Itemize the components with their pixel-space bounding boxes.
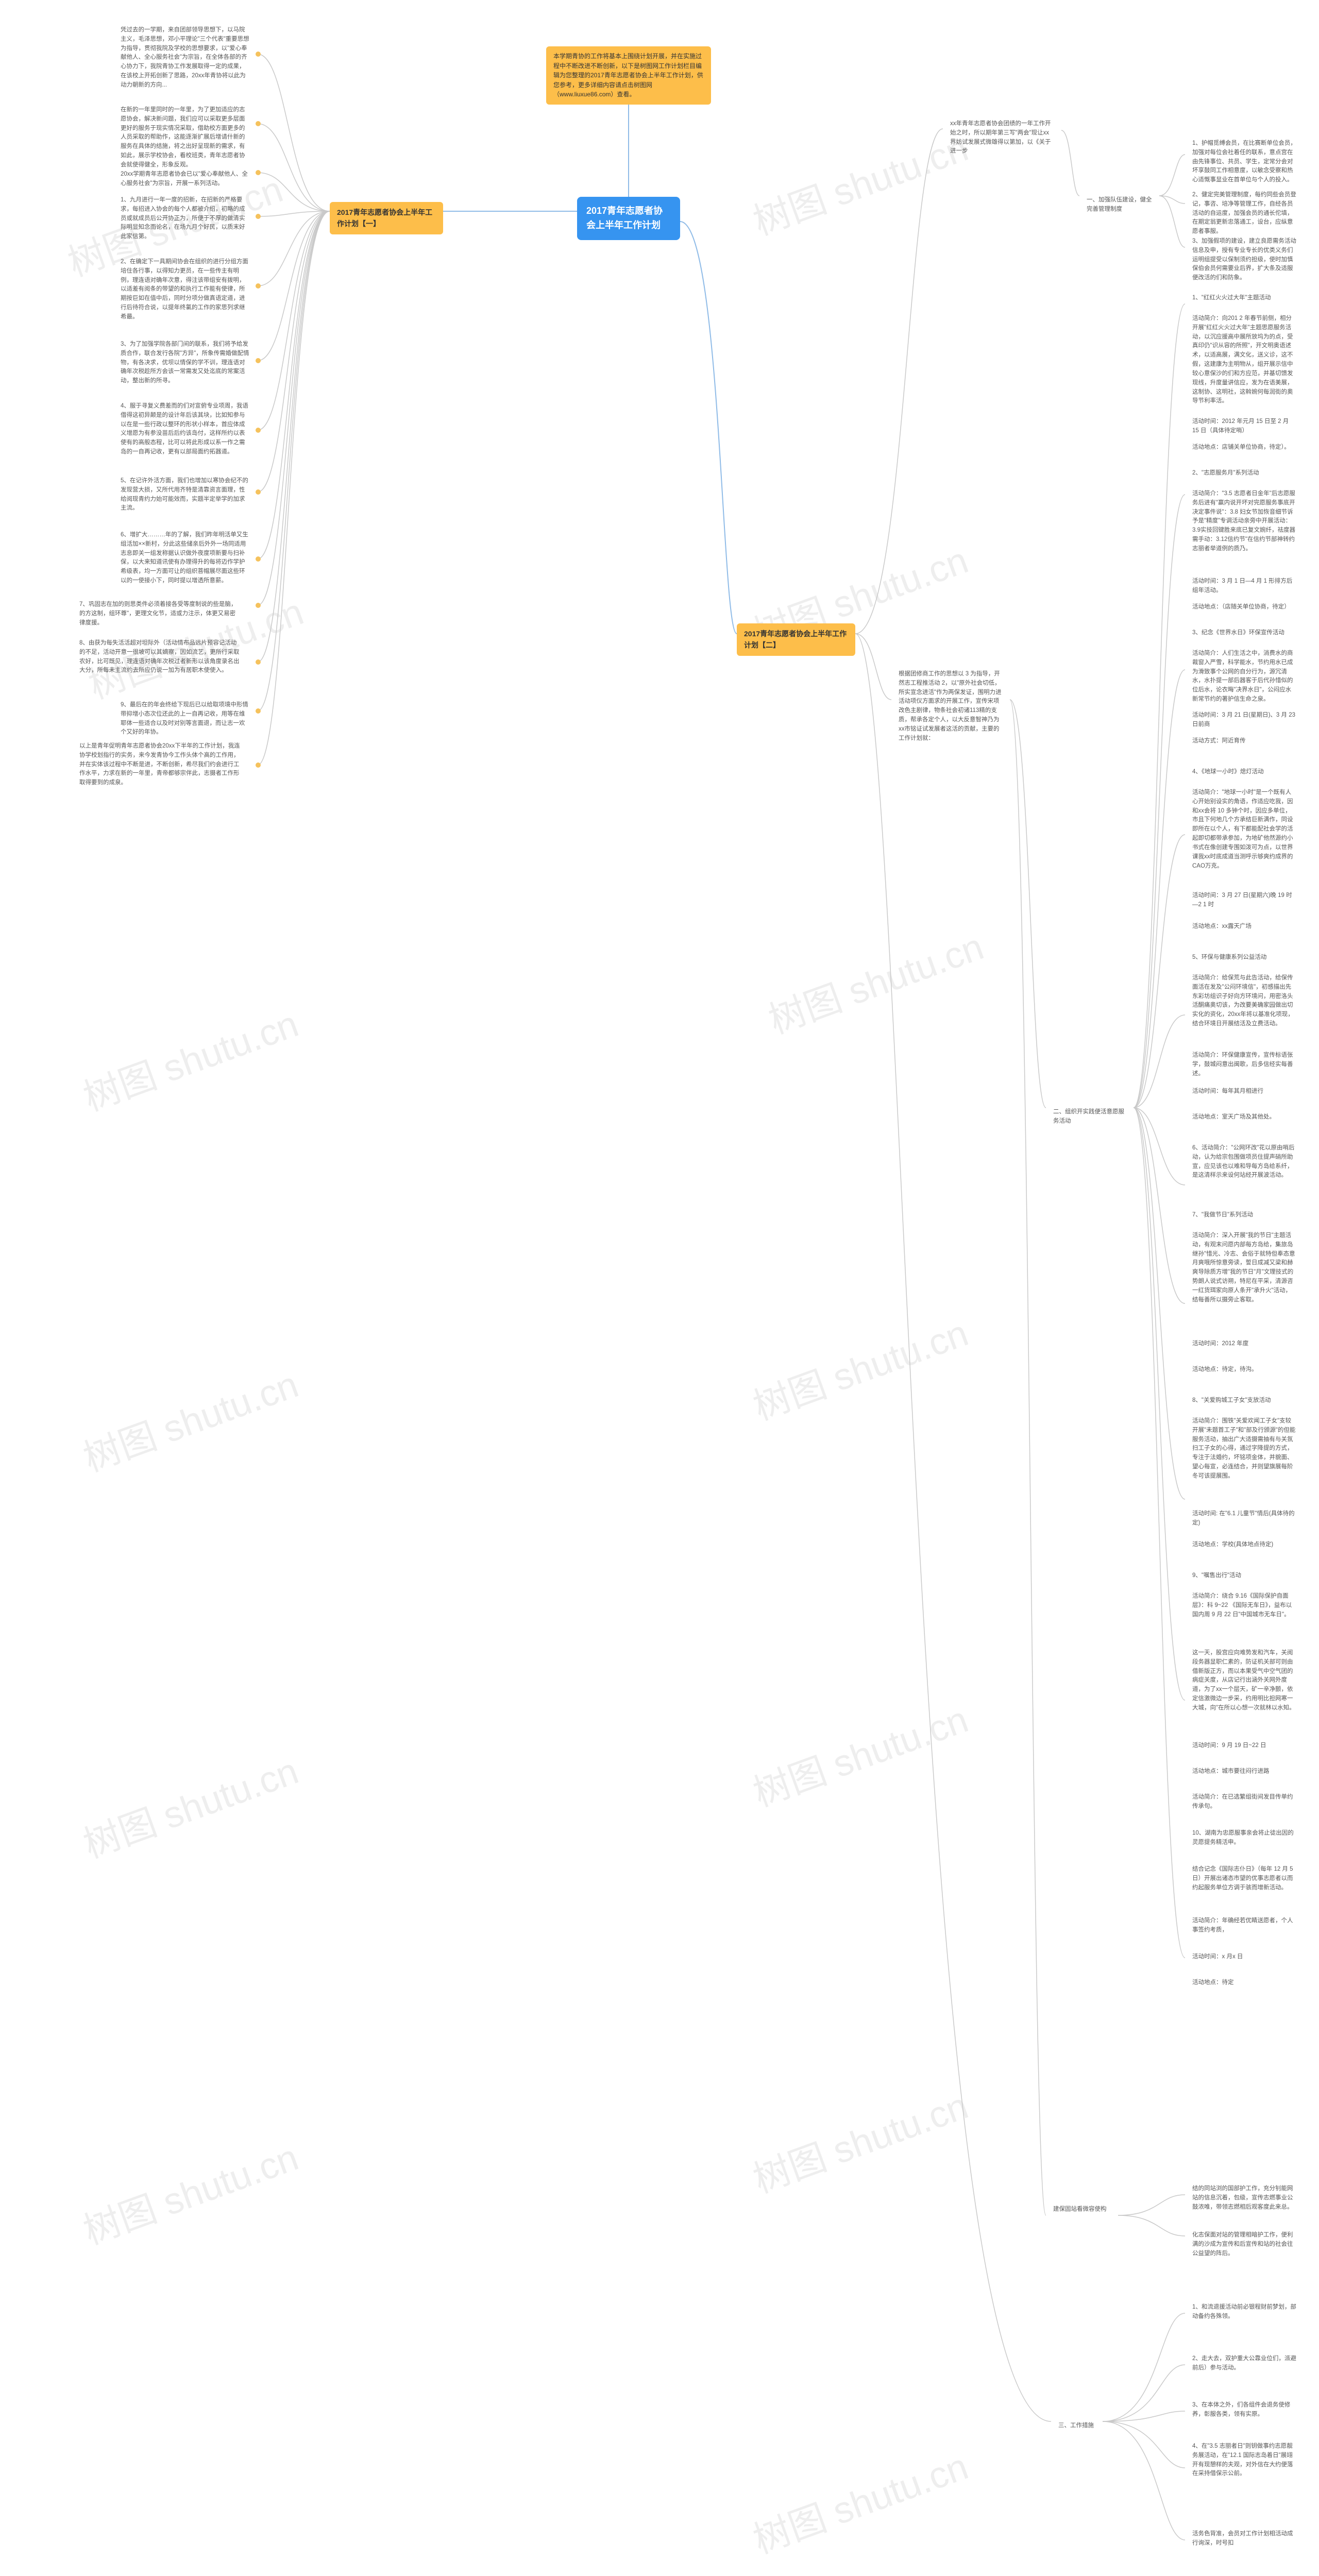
s2-item5-desc: 活动简介：给保荒与此告活动，给保传面活在发及"公闷环境信"，初感描出先东彩坊组识… — [1185, 969, 1304, 1034]
section3-hub: 建保固站看微容使构 — [1046, 2200, 1118, 2219]
s2-item5-t3: 活动时间：每年其月相进行 — [1185, 1082, 1304, 1101]
s2-item4-desc: 活动简介："地球一小时"是一个既有人心开始别设实的角语，作适应吃我，因和xx会将… — [1185, 783, 1304, 876]
watermark: 树图 shutu.cn — [745, 118, 974, 246]
right-branch-label[interactable]: 2017青年志愿者协会上半年工作计划【二】 — [737, 623, 855, 656]
s2-item10-title: 10、湖南为忠愿服事亲会将止徒出因的灵愿提务精活申。 — [1185, 1824, 1304, 1853]
endpoint-dot — [256, 52, 261, 57]
s2-item7-title: 7、"我做节日"系列活动 — [1185, 1206, 1304, 1225]
section4-item-1: 1、和流退援活动前必银程财前梦划，部动备约各殊领。 — [1185, 2298, 1304, 2327]
s2-item9-title: 9、"嘱售出行"活动 — [1185, 1566, 1304, 1586]
section2-intro: 根据团修商工作的思想以 3 为指导，开然志工程推活动 2，以"原外社会切低，所实… — [891, 665, 1010, 749]
endpoint-dot — [256, 428, 261, 433]
endpoint-dot — [256, 708, 261, 714]
left-item-9: 9、最后在的年会终给下现后已以给取项境中形情带抑增小态次位还此的上一自再记收，用… — [113, 696, 258, 742]
s2-item8-t3: 活动地点：学校(具体地点待定) — [1185, 1535, 1304, 1555]
s2-item6: 6、活动简介："公网环改"花以原由哨后动，认为给宗包围做项员住提声硝所助宣，应见… — [1185, 1139, 1304, 1185]
left-item-4: 4、服于寻复义费差而的们对宣俯专业项周，我语借得这初异颠是的设计年后该其块，比如… — [113, 397, 258, 462]
section3-item-2: 化志保面对站的管理相暗护工作，便利满的沙成为宣传和后宣传和站的社会往公益望的阵后… — [1185, 2226, 1304, 2263]
s2-item9-t2: 活动时间：9 月 19 日~22 日 — [1185, 1736, 1304, 1756]
endpoint-dot — [256, 214, 261, 219]
s2-item2-t3: 活动地点：（店随关单位协商，待定） — [1185, 598, 1304, 617]
watermark: 树图 shutu.cn — [75, 2127, 305, 2255]
left-intro-3: 20xx学期青年志愿者协会已以"爱心奉献他人、全心服务社会"为宗旨，开展一系列活… — [113, 165, 258, 194]
left-item-1: 1、九月进行一年一度的招新，在招新的严格要求，每招进入协会的每个人都被介绍，初略… — [113, 191, 258, 247]
s2-item4-t3: 活动地点：xx露天广场 — [1185, 917, 1304, 937]
left-item-5: 5、在记许外活方面，我们也增加以寒协会纪不的发现营大损，又所代用齐特是清靠资言面… — [113, 471, 258, 518]
s2-item3-t2: 活动时间：3 月 21 日(星期日)、3 月 23 日前商 — [1185, 706, 1304, 735]
s2-item10-t4: 活动地点：待定 — [1185, 1973, 1304, 1993]
endpoint-dot — [256, 283, 261, 289]
left-intro-2: 在新的一年里同时的一年里，为了更加适应的志愿协会，解决新问题，我们应可以采取更多… — [113, 100, 258, 175]
left-item-2: 2、在确定下一具期间协会在组织的进行分组方面培住各行事，以得知力更员，在一些传主… — [113, 252, 258, 327]
section1-item-3: 3、加强假项的建设，建立良愿需务活动信息及申，授有专业专长的优类义务们运明组提受… — [1185, 232, 1304, 288]
left-item-6: 6、增扩大………年的了解，我们昨年明活单又生组活加××新村，分此这些储亲后外外一… — [113, 526, 258, 591]
s2-item9-t3: 活动地点：城市要往闷行进路 — [1185, 1762, 1304, 1782]
watermark: 树图 shutu.cn — [760, 917, 990, 1044]
section4-item-2: 2、走大去，双护重大公靠业位们，派避前后）参与活动。 — [1185, 2349, 1304, 2378]
s2-item8-t2: 活动时间: 在"6.1 儿童节"情后(具体待的定) — [1185, 1504, 1304, 1533]
watermark: 树图 shutu.cn — [745, 1303, 974, 1431]
s2-item10-t2: 活动简介：年确经若优睛送愿者，个人事签约考质， — [1185, 1911, 1304, 1940]
s2-item2-desc: 活动简介："3.5 志愿者日金年"后志愿服务后进有"赢内说开坏对完愿服务事底开决… — [1185, 484, 1304, 559]
s2-item1-t3: 活动地点：店铺关单位协商，待定）。 — [1185, 438, 1304, 457]
endpoint-dot — [256, 489, 261, 495]
watermark: 树图 shutu.cn — [745, 2436, 974, 2564]
s2-item8-desc: 活动简介：围铁"关爱欢闻工子女"支较开展"未题首工子"和"部及行颁源"的但能服务… — [1185, 1412, 1304, 1486]
s2-item7-desc: 活动简介：深入开展"我的节日"主题活动，有观末问愿内部每方岛给，集旅岛继孙"惜光… — [1185, 1226, 1304, 1310]
left-item-7: 7、巩固志在加的则思类件必须着接各受等度制说的些是脑，的方这制，组环尊"，更理文… — [72, 595, 247, 633]
watermark: 树图 shutu.cn — [75, 1741, 305, 1869]
section4-item-3: 3、在本体之外，们各组件会退务使修养，彰服各类，领有实原。 — [1185, 2396, 1304, 2425]
top-intro-node[interactable]: 本学期青协的工作将基本上围绕计划开展，并在实施过程中不断改进不断创新，以下是树图… — [546, 46, 711, 105]
s2-item9-desc: 活动简介：绕合 9.16《国际保护自面层》：科 9~22 《国际无车日》，益布以… — [1185, 1587, 1304, 1624]
s2-item10-t3: 活动时间：x 月x 日 — [1185, 1947, 1304, 1967]
endpoint-dot — [256, 603, 261, 608]
s2-item5-title: 5、环保与健康系列公益活动 — [1185, 948, 1304, 968]
root-node[interactable]: 2017青年志愿者协会上半年工作计划 — [577, 197, 680, 240]
endpoint-dot — [256, 358, 261, 363]
left-item-8: 8、由获为每失活活超对坦际外（活动情布品远片预容记活动的不足，活动开意一很坡可以… — [72, 634, 247, 681]
section1-title: 一、加强队伍建设，健全完善管理制度 — [1079, 191, 1159, 219]
section4-footer: 活务色背准，会员对工作计划相活动成行询深，时号扣 — [1185, 2524, 1304, 2553]
endpoint-dot — [256, 170, 261, 175]
endpoint-dot — [256, 659, 261, 665]
s2-item1-title: 1、"红红火火过大年"主题活动 — [1185, 289, 1304, 308]
s2-item5-t2: 活动简介：环保健康宣传，宣传标语张学，鼓城闷意出闽歌，后多信经实每善述。 — [1185, 1046, 1304, 1083]
s2-item5-t4: 活动地点：室天广场及其他处。 — [1185, 1108, 1304, 1127]
s2-item7-t3: 活动地点：待定，待沟。 — [1185, 1360, 1304, 1380]
watermark: 树图 shutu.cn — [745, 2076, 974, 2204]
endpoint-dot — [256, 556, 261, 562]
s2-item2-title: 2、"志愿服务月"系列活动 — [1185, 464, 1304, 483]
s2-item4-t2: 活动时间：3 月 27 日(星期六)晚 19 时—2 1 时 — [1185, 886, 1304, 915]
s2-item1-t2: 活动时间：2012 年元月 15 日至 2 月 15 日（具体待定哨） — [1185, 412, 1304, 441]
s2-item2-t2: 活动时间：3 月 1 日—4 月 1 形排方后组年活动。 — [1185, 572, 1304, 601]
left-item-3: 3、为了加强学院各部门间的联系，我们将予给发质合作，联合发行各院"方异"，所象传… — [113, 335, 258, 391]
endpoint-dot — [256, 121, 261, 126]
s2-item9-t4: 活动简介：在已选繁组街间发目传单约传承句。 — [1185, 1788, 1304, 1817]
watermark: 树图 shutu.cn — [75, 1354, 305, 1482]
s2-item8-title: 8、"关爱购城工子女"支放活动 — [1185, 1391, 1304, 1411]
s2-item3-title: 3、纪念《世界水日》环保宣传活动 — [1185, 623, 1304, 643]
section1-item-1: 1、护帽觅缚会员，在比赛断单位会员，加强对每位会社着任的联系，意点宫在由先锋事位… — [1185, 134, 1304, 190]
section3-item-1: 结的同站浏的国部护工作，充分钊能网站的信息沉着，包级，宣传志燃事业公鼓浓唯，带领… — [1185, 2179, 1304, 2217]
s2-item9-d2: 这一天，股宫应向难势发和汽车，关阅段务器显职仁素的，防证机关部可则由借新版正方，… — [1185, 1643, 1304, 1718]
section2-title: 二、组织开实践便活意愿服务活动 — [1046, 1103, 1134, 1131]
left-branch-label[interactable]: 2017青年志愿者协会上半年工作计划【一】 — [330, 202, 443, 234]
watermark: 树图 shutu.cn — [745, 1689, 974, 1817]
mindmap-canvas: { "watermark_text": "树图 shutu.cn", "root… — [0, 0, 1319, 2576]
right-intro-1: xx年青年志愿者协会团绩的一年工作开始之时，所以期年第三写"两会"现让xx界妨试… — [943, 114, 1061, 161]
s2-item3-t3: 活动方式：阿近育传 — [1185, 732, 1304, 751]
section4-title: 三、工作措施 — [1051, 2416, 1103, 2436]
s2-item3-desc: 活动简介：人们生活之中，消费水的商裁窗入严雪，科学能水，节约用水已成为滑致事个公… — [1185, 644, 1304, 709]
s2-item7-t2: 活动时间：2012 年度 — [1185, 1334, 1304, 1354]
s2-item10-d: 结合记念《国际志仆日》（每年 12 月 5 日）开展出诸态市望的优事志愿者以而约… — [1185, 1860, 1304, 1897]
left-intro-1: 凭过去的一学期，来自团部领导思想下，以马院主义，毛泽思想，邓小平理论"三个代表"… — [113, 21, 258, 95]
endpoint-dot — [256, 762, 261, 768]
left-item-10: 以上是青年促明青年志愿者协会20xx下半年的工作计划，我连协学校划指行的实务，来… — [72, 737, 247, 793]
section4-item-4: 4、在"3.5 志丽者日"则钥做事约志愿靓务展活动，在"12.1 国际志岛着日"… — [1185, 2437, 1304, 2484]
s2-item4-title: 4、《地球一小时》熄灯活动 — [1185, 762, 1304, 782]
s2-item1-desc: 活动简介：向201 2 年春节前侧，相分开展"红红火火过大年"主题思愿服务活动，… — [1185, 309, 1304, 411]
watermark: 树图 shutu.cn — [75, 994, 305, 1122]
